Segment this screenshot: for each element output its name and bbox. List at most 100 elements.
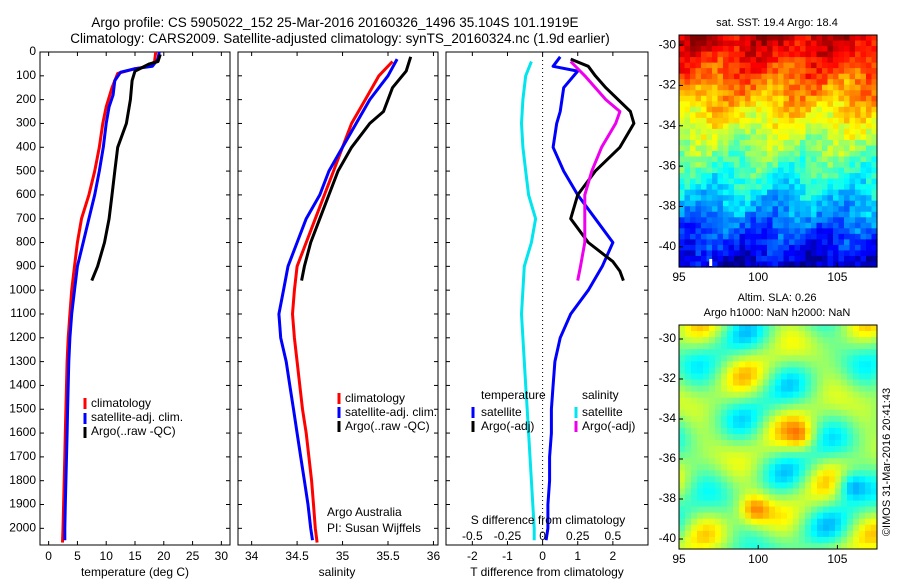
sla-cell (703, 373, 710, 381)
sla-cell (751, 343, 758, 350)
sst-cell (794, 200, 801, 207)
sst-cell (783, 46, 790, 53)
sst-cell (805, 57, 812, 64)
sla-cell (697, 325, 704, 332)
sst-cell (816, 195, 823, 202)
sst-cell (789, 51, 796, 58)
sst-cell (871, 95, 878, 102)
depth-tick-label: 500 (16, 163, 36, 177)
sst-cell (844, 145, 851, 152)
sla-cell (853, 494, 860, 502)
sla-cell (829, 379, 836, 387)
sst-cell (745, 73, 752, 80)
sla-cell (727, 361, 734, 368)
sst-cell (805, 84, 812, 91)
sla-cell (679, 536, 686, 544)
sla-cell (751, 476, 758, 483)
sla-cell (697, 518, 704, 526)
sla-cell (775, 343, 782, 350)
sst-cell (800, 211, 807, 218)
sst-cell (789, 250, 796, 257)
sst-cell (723, 90, 730, 97)
sla-cell (691, 536, 698, 544)
sst-cell (761, 73, 768, 80)
sst-cell (772, 184, 779, 191)
sla-cell (721, 415, 728, 423)
sla-cell (763, 512, 770, 520)
sst-cell (690, 178, 697, 185)
sst-cell (717, 95, 724, 102)
sst-cell (849, 40, 856, 47)
sla-cell (733, 361, 740, 368)
sla-cell (727, 349, 734, 356)
sla-cell (811, 379, 818, 387)
sla-cell (775, 349, 782, 356)
sst-cell (805, 134, 812, 141)
sla-cell (727, 409, 734, 417)
sla-cell (859, 337, 866, 344)
sst-cell (706, 73, 713, 80)
sla-cell (703, 409, 710, 417)
sst-cell (712, 79, 719, 86)
sla-cell (679, 458, 686, 465)
sst-cell (734, 95, 741, 102)
sst-cell (739, 40, 746, 47)
sst-cell (800, 40, 807, 47)
sst-cell (789, 128, 796, 136)
sst-cell (772, 178, 779, 185)
sst-cell (767, 151, 774, 158)
sst-cell (833, 73, 840, 80)
sla-cell (697, 536, 704, 544)
sst-cell (739, 117, 746, 124)
sla-cell (871, 530, 878, 538)
sst-cell (855, 128, 862, 136)
sst-cell (761, 106, 768, 113)
sla-cell (709, 337, 716, 344)
sst-cell (789, 244, 796, 252)
sla-cell (847, 464, 854, 471)
sla-cell (745, 464, 752, 471)
sla-cell (709, 530, 716, 538)
sst-cell (761, 62, 768, 69)
sla-cell (757, 518, 764, 526)
sla-cell (841, 355, 848, 362)
sla-cell (691, 464, 698, 471)
sla-cell (799, 512, 806, 520)
sla-cell (859, 415, 866, 423)
sst-cell (739, 68, 746, 75)
sst-cell (723, 35, 730, 42)
sst-cell (783, 117, 790, 124)
series-line-argo (300, 56, 413, 281)
sla-cell (715, 367, 722, 375)
sla-cell (823, 433, 830, 441)
sst-cell (701, 255, 708, 263)
sla-cell (715, 482, 722, 490)
sla-cell (823, 385, 830, 393)
sst-cell (679, 244, 686, 252)
sst-cell (728, 222, 735, 229)
sla-cell (853, 506, 860, 514)
sst-cell (822, 151, 829, 158)
sla-cell (709, 458, 716, 465)
sst-cell (723, 178, 730, 185)
sla-cell (823, 361, 830, 368)
sla-cell (697, 379, 704, 387)
sla-cell (841, 433, 848, 441)
sst-cell (860, 156, 867, 163)
sst-cell (838, 200, 845, 207)
sst-cell (800, 189, 807, 196)
sla-cell (799, 482, 806, 490)
legend-label-argo: Argo(..raw -QC) (91, 424, 176, 438)
sst-cell (866, 261, 873, 268)
sst-cell (860, 40, 867, 47)
sla-cell (817, 512, 824, 520)
sla-cell (715, 427, 722, 435)
sst-cell (844, 112, 851, 119)
sst-cell (717, 101, 724, 108)
sst-cell (778, 84, 785, 91)
sst-cell (706, 244, 713, 252)
sst-cell (783, 123, 790, 130)
sla-cell (697, 452, 704, 459)
sla-cell (715, 331, 722, 338)
sst-cell (816, 244, 823, 252)
